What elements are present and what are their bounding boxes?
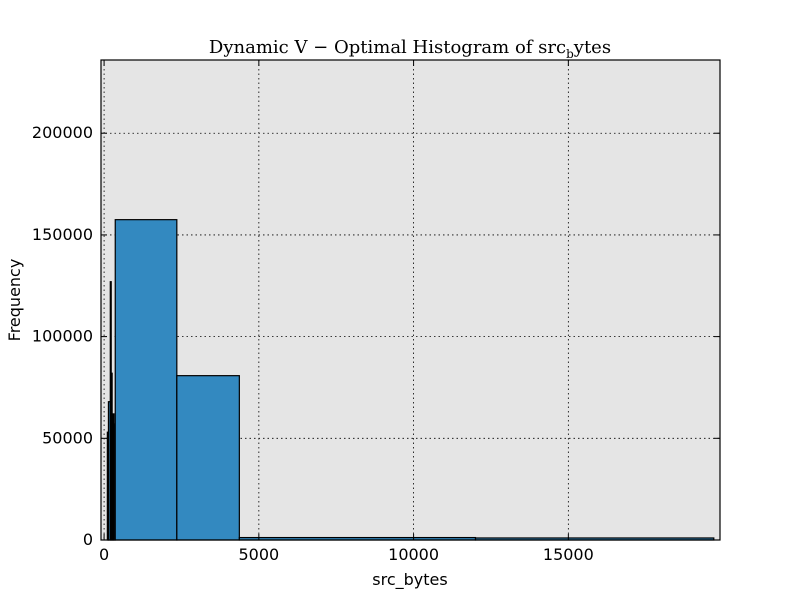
y-tick-label: 200000 xyxy=(32,123,93,142)
histogram-bar xyxy=(114,219,178,541)
y-tick-label: 0 xyxy=(83,530,93,549)
y-tick-label: 100000 xyxy=(32,327,93,346)
plot-area-frame xyxy=(100,59,721,541)
chart-title: Dynamic V − Optimal Histogram of srcbyte… xyxy=(209,37,611,61)
x-tick-label: 0 xyxy=(99,545,109,564)
grid-lines xyxy=(101,60,720,541)
histogram-bar xyxy=(176,375,240,541)
y-tick-label: 150000 xyxy=(32,225,93,244)
y-tick-label: 50000 xyxy=(42,428,93,447)
x-tick-label: 15000 xyxy=(543,545,594,564)
x-axis-label: src_bytes xyxy=(372,570,447,590)
y-axis-label: Frequency xyxy=(5,259,24,342)
x-tick-label: 5000 xyxy=(238,545,279,564)
x-tick-label: 10000 xyxy=(388,545,439,564)
